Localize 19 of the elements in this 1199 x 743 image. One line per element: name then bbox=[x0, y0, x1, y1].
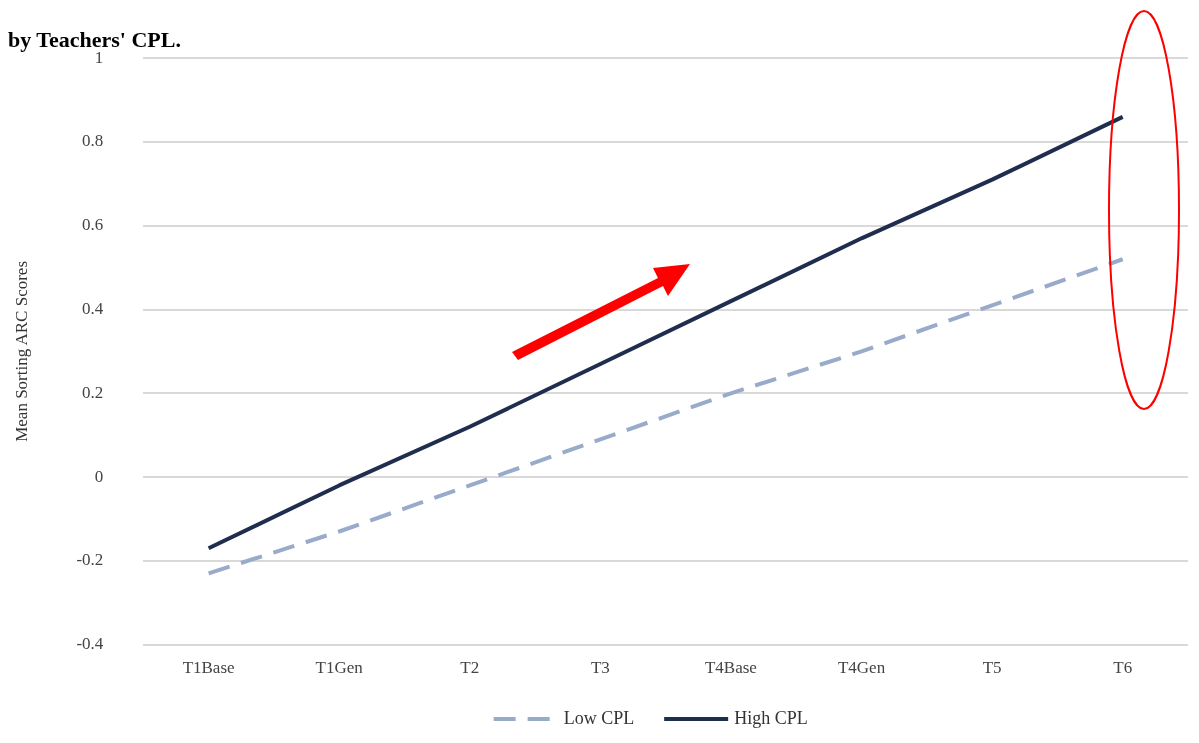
x-tick-label: T5 bbox=[982, 658, 1002, 678]
line-series bbox=[206, 257, 1125, 576]
x-tick-label: T2 bbox=[460, 658, 480, 678]
y-tick-label: -0.4 bbox=[76, 634, 104, 654]
y-tick-label: 0.2 bbox=[82, 382, 104, 402]
y-tick-label: -0.2 bbox=[76, 550, 104, 570]
x-tick-label: T4Gen bbox=[837, 658, 886, 678]
x-tick-label: T4Base bbox=[704, 658, 757, 678]
x-tick-label: T6 bbox=[1113, 658, 1133, 678]
y-tick-label: 0 bbox=[94, 466, 104, 486]
x-tick-label: T3 bbox=[590, 658, 610, 678]
legend-label: High CPL bbox=[734, 707, 808, 728]
y-axis-title: Mean Sorting ARC Scores bbox=[11, 260, 31, 442]
legend-label: Low CPL bbox=[563, 707, 635, 728]
x-tick-label: T1Gen bbox=[315, 658, 364, 678]
x-tick-label: T1Base bbox=[182, 658, 235, 678]
y-tick-label: 0.6 bbox=[82, 215, 104, 235]
y-tick-label: 0.8 bbox=[82, 131, 104, 151]
y-tick-label: 0.4 bbox=[82, 298, 104, 318]
